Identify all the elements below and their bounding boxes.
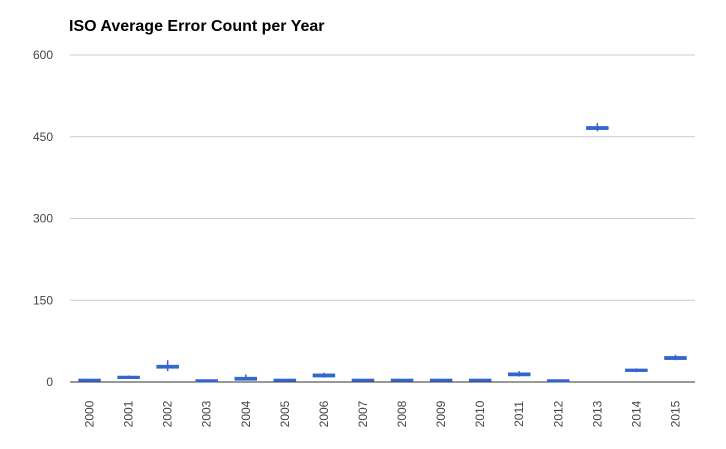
y-axis-ticks: 0 150 300 450 600 (33, 48, 53, 389)
candle (429, 378, 453, 382)
candle (78, 378, 101, 382)
candles (78, 123, 687, 383)
x-tick-label: 2000 (83, 400, 97, 427)
candle-body (429, 378, 453, 382)
candle-body (351, 378, 375, 382)
candle-body (468, 378, 492, 382)
candle (625, 368, 648, 373)
candle (664, 354, 687, 361)
x-tick-label: 2005 (278, 400, 292, 427)
x-tick-label: 2004 (239, 400, 253, 427)
candle-body (78, 378, 101, 382)
x-tick-label: 2012 (551, 400, 565, 427)
x-tick-label: 2014 (629, 400, 643, 427)
y-tick-label: 600 (33, 48, 53, 62)
candle (117, 375, 140, 379)
candle (234, 374, 258, 381)
y-tick-label: 0 (46, 375, 53, 389)
y-tick-label: 150 (33, 293, 53, 307)
x-tick-label: 2010 (473, 400, 487, 427)
gridlines (70, 54, 695, 383)
candle-body (547, 379, 570, 383)
candle-body (586, 126, 609, 130)
candle-body (156, 364, 179, 369)
chart-title: ISO Average Error Count per Year (69, 18, 325, 35)
candle-body (664, 356, 687, 360)
candle (312, 372, 336, 378)
x-tick-label: 2006 (317, 400, 331, 427)
candle (156, 360, 179, 372)
candle (390, 378, 414, 382)
x-tick-label: 2002 (161, 400, 175, 427)
x-tick-label: 2007 (356, 400, 370, 427)
x-tick-label: 2008 (395, 400, 409, 427)
candle-body (507, 372, 531, 377)
candle (273, 378, 297, 382)
candle (507, 371, 531, 377)
x-tick-label: 2009 (434, 400, 448, 427)
x-axis-ticks: 2000 2001 2002 2003 2004 2005 2006 2007 2008 2009… (83, 400, 683, 427)
candle (547, 379, 570, 383)
candle-body (234, 376, 258, 381)
y-tick-label: 450 (33, 130, 53, 144)
x-tick-label: 2003 (200, 400, 214, 427)
candle (351, 378, 375, 382)
candle (195, 379, 218, 383)
x-tick-label: 2013 (590, 400, 604, 427)
x-tick-label: 2015 (668, 400, 682, 427)
candle (586, 123, 609, 132)
candle-body (625, 368, 648, 372)
x-tick-label: 2011 (512, 401, 526, 427)
candle (468, 378, 492, 382)
candle-body (312, 373, 336, 378)
candle-body (117, 375, 140, 379)
x-tick-label: 2001 (122, 400, 136, 427)
candle-body (273, 378, 297, 382)
candle-body (390, 378, 414, 382)
candle-body (195, 379, 218, 383)
y-tick-label: 300 (33, 212, 53, 226)
